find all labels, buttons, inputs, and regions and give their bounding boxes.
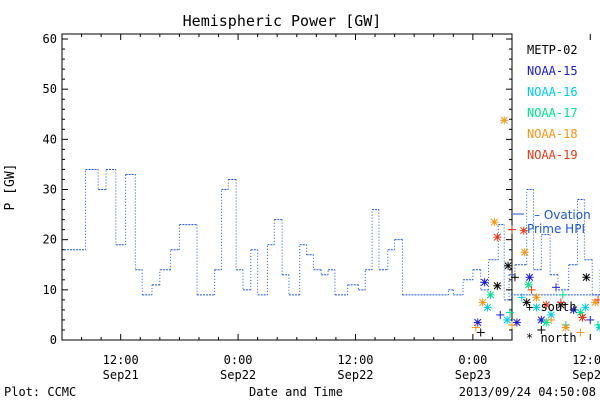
south-point-marker	[476, 328, 485, 337]
legend-item: NOAA-16	[527, 85, 578, 99]
y-tick-label: 10	[43, 283, 57, 297]
south-point-marker	[547, 315, 556, 324]
south-point-marker	[556, 298, 565, 307]
x-tick-label-time: 0:00	[224, 353, 253, 367]
y-tick-label: 60	[43, 32, 57, 46]
y-tick-label: 0	[50, 333, 57, 347]
x-axis: 12:00Sep210:00Sep2212:00Sep220:00Sep2312…	[61, 34, 600, 382]
x-tick-label-date: Sep22	[220, 368, 256, 382]
ovation-label-line1: – Ovation	[534, 208, 591, 222]
x-tick-label-time: 12:00	[337, 353, 373, 367]
north-point-marker	[478, 298, 487, 307]
north-point-marker	[503, 315, 512, 324]
south-point-marker	[537, 325, 546, 334]
north-point-marker	[532, 293, 541, 302]
y-tick-label: 50	[43, 82, 57, 96]
north-point-marker	[569, 305, 578, 314]
south-point-marker	[594, 320, 600, 329]
y-tick-label: 20	[43, 233, 57, 247]
north-point-marker	[480, 278, 489, 287]
south-point-marker	[594, 295, 600, 304]
north-point-marker	[486, 290, 495, 299]
legend-item: METP-02	[527, 43, 578, 57]
north-point-marker	[493, 233, 502, 242]
x-tick-label-time: 12:00	[572, 353, 600, 367]
legend-item: NOAA-15	[527, 64, 578, 78]
north-point-marker	[522, 298, 531, 307]
ovation-label-line2: Prime HPI	[527, 222, 585, 236]
chart-title: Hemispheric Power [GW]	[183, 12, 382, 30]
x-tick-label-date: Sep23	[572, 368, 600, 382]
north-point-marker	[473, 318, 482, 327]
north-point-marker	[512, 318, 521, 327]
south-point-marker	[508, 225, 516, 234]
north-point-marker	[504, 261, 513, 270]
x-tick-label-date: Sep22	[337, 368, 373, 382]
north-point-marker	[532, 303, 541, 312]
y-axis-label: P [GW]	[3, 164, 18, 211]
north-point-marker	[542, 300, 551, 309]
footer-left: Plot: CCMC	[4, 385, 76, 399]
legend: METP-02 NOAA-15 NOAA-16 NOAA-17 NOAA-18 NOAA-…	[527, 43, 578, 162]
north-point-marker	[520, 248, 529, 257]
north-point-marker	[582, 273, 591, 282]
south-point-marker	[517, 293, 526, 302]
satellite-points	[471, 116, 600, 337]
legend-item: NOAA-17	[527, 106, 578, 120]
y-axis: 0 10 20 30 40 50 60	[43, 32, 512, 347]
north-point-marker	[490, 218, 499, 227]
north-point-marker	[561, 323, 570, 332]
legend-north: * north	[526, 331, 577, 345]
south-point-marker	[496, 310, 505, 319]
x-axis-label: Date and Time	[249, 385, 343, 399]
plot-frame	[61, 33, 513, 341]
north-point-marker	[524, 280, 533, 289]
legend-south: + south	[526, 300, 577, 314]
footer-timestamp: 2013/09/24 04:50:08	[459, 385, 596, 399]
x-tick-label-date: Sep23	[455, 368, 491, 382]
south-point-marker	[471, 323, 480, 332]
south-point-marker	[552, 283, 561, 292]
south-point-marker	[527, 285, 536, 294]
south-point-marker	[510, 273, 519, 282]
south-point-marker	[558, 290, 567, 299]
south-point-marker	[576, 328, 585, 337]
y-tick-label: 40	[43, 132, 57, 146]
legend-item: NOAA-18	[527, 127, 578, 141]
north-point-marker	[578, 313, 587, 322]
legend-item: NOAA-19	[527, 148, 578, 162]
x-tick-label-time: 12:00	[103, 353, 139, 367]
x-tick-label-time: 0:00	[458, 353, 487, 367]
y-tick-label: 30	[43, 183, 57, 197]
south-point-marker	[506, 308, 515, 317]
north-point-marker	[493, 281, 502, 290]
x-tick-label-date: Sep21	[103, 368, 139, 382]
north-point-marker	[500, 116, 509, 125]
hpi-series	[63, 168, 600, 301]
north-point-marker	[525, 273, 534, 282]
north-point-marker	[519, 226, 528, 235]
south-point-marker	[586, 315, 595, 324]
south-point-marker	[508, 320, 516, 329]
